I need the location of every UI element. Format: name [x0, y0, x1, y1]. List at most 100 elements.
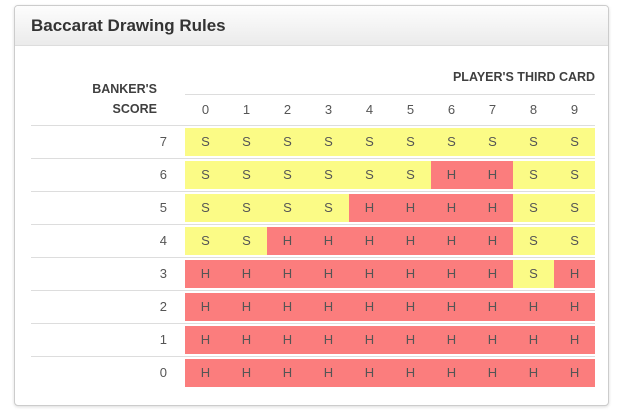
- rule-cell: S: [513, 190, 554, 224]
- column-header-8: 8: [529, 102, 538, 117]
- row-label-3: 3: [31, 256, 185, 290]
- row-label-0: 0: [31, 355, 185, 389]
- rule-cell: H: [513, 322, 554, 356]
- rule-cell: H: [431, 322, 472, 356]
- rule-cell: H: [513, 289, 554, 323]
- rule-cell: H: [185, 355, 226, 389]
- rule-cell: H: [308, 322, 349, 356]
- rule-cell: H: [431, 289, 472, 323]
- rule-cell: S: [226, 157, 267, 191]
- rule-cell: H: [472, 157, 513, 191]
- rule-cell: H: [554, 355, 596, 389]
- rule-cell: S: [390, 157, 431, 191]
- row-label-4: 4: [31, 223, 185, 257]
- rule-cell: H: [431, 355, 472, 389]
- column-header-6: 6: [447, 102, 456, 117]
- rule-cell: H: [554, 256, 596, 290]
- rule-cell: H: [267, 289, 308, 323]
- rule-cell: H: [390, 256, 431, 290]
- rule-cell: H: [349, 223, 390, 257]
- rule-cell: H: [267, 355, 308, 389]
- rule-cell: H: [226, 289, 267, 323]
- rule-cell: S: [226, 190, 267, 224]
- rule-cell: S: [226, 223, 267, 257]
- rule-cell: H: [472, 190, 513, 224]
- rule-cell: H: [390, 322, 431, 356]
- rule-cell: S: [267, 190, 308, 224]
- column-header-row: 0 1 2 3 4 5 6 7 8 9: [31, 94, 595, 125]
- rule-cell: H: [267, 256, 308, 290]
- rule-cell: H: [390, 223, 431, 257]
- rule-cell: H: [472, 355, 513, 389]
- row-label-6: 6: [31, 157, 185, 191]
- rule-cell: S: [226, 124, 267, 158]
- column-header-2: 2: [283, 102, 292, 117]
- column-header-9: 9: [570, 102, 579, 117]
- column-header-5: 5: [406, 102, 415, 117]
- rule-cell: H: [226, 355, 267, 389]
- banker-score-label: BANKER'S SCORE: [31, 60, 185, 125]
- column-header-7: 7: [488, 102, 497, 117]
- rule-cell: H: [185, 256, 226, 290]
- row-label-1: 1: [31, 322, 185, 356]
- rule-cell: S: [513, 124, 554, 158]
- rule-cell: H: [554, 322, 596, 356]
- panel-heading: Baccarat Drawing Rules: [15, 6, 608, 46]
- rule-cell: S: [185, 223, 226, 257]
- rule-cell: H: [472, 256, 513, 290]
- rule-cell: H: [267, 322, 308, 356]
- banker-score-label-line1: BANKER'S: [92, 81, 157, 96]
- rule-cell: H: [390, 190, 431, 224]
- rule-cell: S: [431, 124, 472, 158]
- rule-cell: H: [431, 223, 472, 257]
- column-header-3: 3: [324, 102, 333, 117]
- rule-cell: S: [554, 223, 596, 257]
- row-label-2: 2: [31, 289, 185, 323]
- rule-cell: H: [554, 289, 596, 323]
- rule-cell: H: [308, 355, 349, 389]
- rule-cell: H: [431, 157, 472, 191]
- rule-cell: S: [308, 190, 349, 224]
- row-label-5: 5: [31, 190, 185, 224]
- rule-cell: H: [472, 289, 513, 323]
- column-header-4: 4: [365, 102, 374, 117]
- rule-cell: S: [513, 256, 554, 290]
- rule-cell: H: [308, 223, 349, 257]
- rule-cell: S: [267, 124, 308, 158]
- rule-cell: H: [308, 256, 349, 290]
- rule-cell: S: [308, 157, 349, 191]
- rule-cell: S: [267, 157, 308, 191]
- rule-cell: H: [390, 355, 431, 389]
- column-header-0: 0: [201, 102, 210, 117]
- rule-cell: S: [349, 124, 390, 158]
- players-third-card-label: PLAYER'S THIRD CARD: [185, 60, 596, 95]
- rule-cell: S: [513, 157, 554, 191]
- rule-cell: H: [472, 322, 513, 356]
- rule-cell: H: [226, 256, 267, 290]
- rule-cell: S: [554, 157, 596, 191]
- rule-cell: H: [431, 190, 472, 224]
- rule-cell: S: [185, 124, 226, 158]
- rule-cell: H: [226, 322, 267, 356]
- rule-cell: H: [349, 190, 390, 224]
- rule-cell: H: [349, 256, 390, 290]
- rule-cell: H: [185, 322, 226, 356]
- rule-cell: H: [349, 355, 390, 389]
- column-header-1: 1: [242, 102, 251, 117]
- rule-cell: H: [308, 289, 349, 323]
- rule-cell: H: [390, 289, 431, 323]
- banker-score-label-line2: SCORE: [112, 101, 157, 116]
- rule-cell: S: [349, 157, 390, 191]
- rule-cell: H: [349, 322, 390, 356]
- rule-cell: H: [349, 289, 390, 323]
- page-title: Baccarat Drawing Rules: [31, 16, 226, 35]
